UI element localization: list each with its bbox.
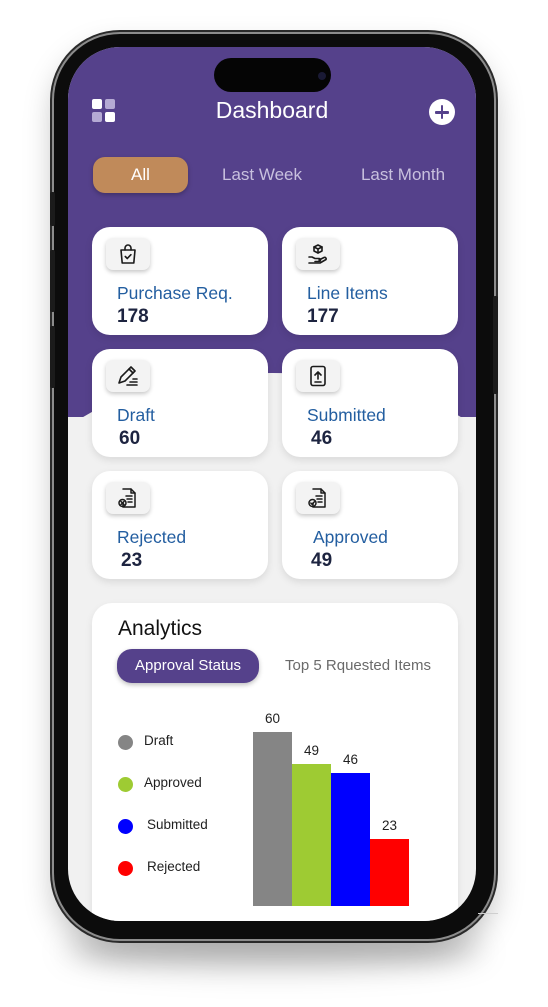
add-button[interactable] — [429, 99, 455, 125]
bar-value-label: 49 — [303, 742, 320, 758]
stat-card-draft[interactable]: Draft 60 — [92, 349, 268, 457]
stat-value: 177 — [307, 306, 339, 327]
bar-approved — [292, 763, 331, 906]
legend-label: Approved — [144, 775, 202, 790]
stat-card-rejected[interactable]: Rejected 23 — [92, 471, 268, 579]
stat-label: Draft — [117, 405, 155, 425]
camera-icon — [318, 72, 326, 80]
legend-dot — [118, 819, 133, 834]
stat-value: 60 — [119, 428, 141, 449]
upload-document-icon — [296, 360, 340, 392]
shopping-bag-check-icon — [106, 238, 150, 270]
bar-rejected — [370, 839, 409, 906]
legend-dot — [118, 777, 133, 792]
legend-dot — [118, 861, 133, 876]
divider-line — [478, 913, 498, 914]
bar-value-label: 23 — [381, 818, 398, 834]
stat-label: Line Items — [307, 283, 388, 303]
phone-action-button — [50, 192, 55, 226]
stat-value: 23 — [121, 550, 143, 571]
document-check-icon — [296, 482, 340, 514]
legend-label: Submitted — [147, 817, 208, 832]
stat-value: 49 — [311, 550, 333, 571]
legend-label: Rejected — [147, 859, 201, 874]
document-cross-icon — [106, 482, 150, 514]
stat-label: Purchase Req. — [117, 283, 233, 303]
tab-approval-status[interactable]: Approval Status — [117, 649, 259, 683]
filter-tab-last-week[interactable]: Last Week — [221, 165, 302, 184]
grid-menu-icon[interactable] — [92, 99, 118, 125]
stat-label: Submitted — [307, 405, 386, 425]
stat-card-line-items[interactable]: Line Items 177 — [282, 227, 458, 335]
stat-card-purchase-requests[interactable]: Purchase Req. 178 — [92, 227, 268, 335]
stat-value: 46 — [311, 428, 333, 449]
stat-label: Rejected — [117, 527, 187, 547]
page-title: Dashboard — [215, 97, 329, 123]
analytics-title: Analytics — [118, 617, 203, 640]
hand-box-icon — [296, 238, 340, 270]
app-screen: Dashboard All Last Week Last Month Purch… — [68, 47, 476, 921]
bar-value-label: 60 — [264, 711, 281, 726]
stat-label: Approved — [313, 527, 388, 547]
stat-card-approved[interactable]: Approved 49 — [282, 471, 458, 579]
legend-label: Draft — [144, 733, 174, 748]
pen-lines-icon — [106, 360, 150, 392]
phone-power-button — [493, 296, 498, 394]
filter-tab-last-month[interactable]: Last Month — [360, 165, 446, 184]
phone-volume-up-button — [50, 250, 55, 312]
tab-top-requested-items[interactable]: Top 5 Rquested Items — [285, 657, 431, 674]
phone-volume-down-button — [50, 326, 55, 388]
legend-dot — [118, 735, 133, 750]
stat-value: 178 — [117, 306, 149, 327]
analytics-card: Analytics Approval Status Top 5 Rquested… — [92, 603, 458, 921]
stat-card-submitted[interactable]: Submitted 46 — [282, 349, 458, 457]
filter-tab-all[interactable]: All — [93, 157, 188, 193]
bar-value-label: 46 — [342, 751, 359, 767]
dynamic-island — [214, 58, 331, 92]
bar-submitted — [331, 772, 370, 906]
bar-draft — [253, 732, 292, 906]
